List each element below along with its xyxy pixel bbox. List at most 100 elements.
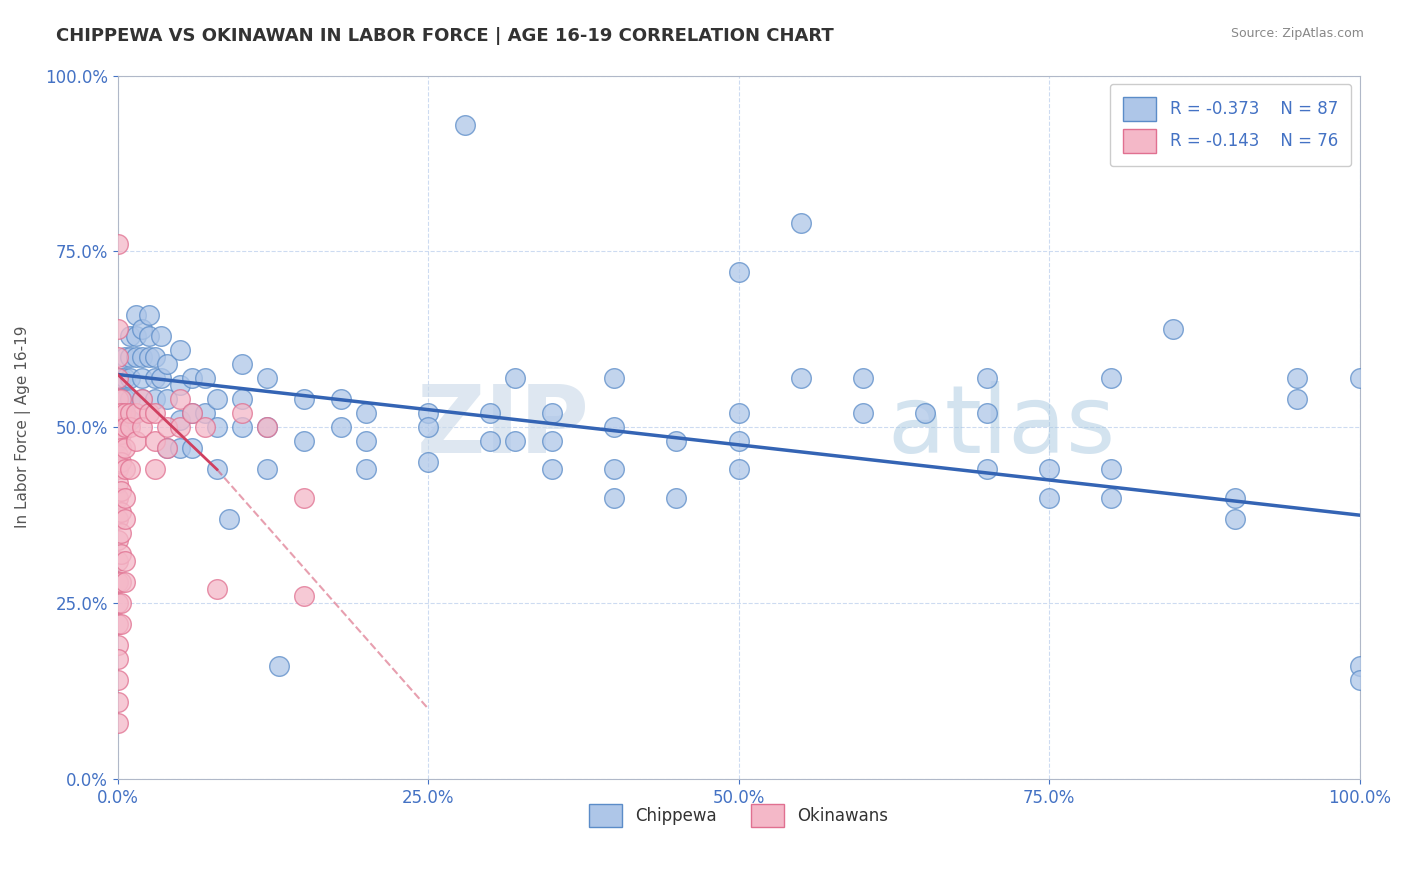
Point (107, 511, 129, 525)
Point (114, 392, 136, 406)
Point (205, 582, 228, 596)
Point (727, 462, 749, 476)
Point (603, 420, 626, 434)
Point (1286, 371, 1309, 385)
Point (107, 371, 129, 385)
Point (125, 308, 148, 322)
Point (118, 328, 141, 343)
Point (110, 427, 132, 442)
Point (118, 392, 141, 406)
Point (256, 420, 278, 434)
Point (107, 673, 129, 688)
Text: Source: ZipAtlas.com: Source: ZipAtlas.com (1230, 27, 1364, 40)
Point (131, 420, 153, 434)
Point (138, 406, 160, 420)
Point (789, 216, 811, 230)
Point (193, 420, 215, 434)
Point (231, 406, 253, 420)
Point (1099, 371, 1122, 385)
Y-axis label: In Labor Force | Age 16-19: In Labor Force | Age 16-19 (15, 326, 31, 528)
Point (330, 392, 353, 406)
Point (107, 420, 129, 434)
Point (479, 406, 502, 420)
Point (114, 406, 136, 420)
Point (603, 491, 626, 505)
Point (292, 392, 315, 406)
Point (110, 455, 132, 469)
Point (193, 406, 215, 420)
Point (231, 420, 253, 434)
Point (256, 420, 278, 434)
Point (110, 574, 132, 589)
Point (107, 322, 129, 336)
Point (107, 554, 129, 568)
Point (181, 406, 204, 420)
Point (169, 392, 191, 406)
Point (205, 420, 228, 434)
Point (1348, 659, 1371, 673)
Point (143, 350, 166, 364)
Point (193, 371, 215, 385)
Point (354, 434, 377, 449)
Point (256, 462, 278, 476)
Point (125, 434, 148, 449)
Point (181, 406, 204, 420)
Point (231, 392, 253, 406)
Text: ZIP: ZIP (416, 381, 589, 474)
Point (107, 462, 129, 476)
Point (118, 350, 141, 364)
Point (131, 392, 153, 406)
Point (976, 462, 998, 476)
Point (541, 434, 564, 449)
Point (110, 596, 132, 610)
Point (110, 392, 132, 406)
Point (541, 406, 564, 420)
Point (107, 491, 129, 505)
Point (114, 574, 136, 589)
Point (138, 350, 160, 364)
Point (114, 554, 136, 568)
Point (125, 328, 148, 343)
Point (150, 328, 173, 343)
Point (665, 491, 688, 505)
Point (118, 413, 141, 427)
Point (292, 491, 315, 505)
Point (107, 617, 129, 632)
Point (110, 505, 132, 519)
Point (1038, 491, 1060, 505)
Point (1348, 673, 1371, 688)
Point (292, 434, 315, 449)
Point (156, 442, 179, 456)
Point (231, 357, 253, 371)
Point (131, 371, 153, 385)
Point (503, 434, 526, 449)
Point (138, 308, 160, 322)
Point (110, 392, 132, 406)
Point (181, 442, 204, 456)
Point (107, 574, 129, 589)
Point (107, 596, 129, 610)
Point (110, 371, 132, 385)
Point (603, 371, 626, 385)
Text: atlas: atlas (887, 381, 1116, 474)
Point (118, 420, 141, 434)
Point (169, 442, 191, 456)
Point (169, 413, 191, 427)
Point (107, 434, 129, 449)
Point (541, 462, 564, 476)
Point (156, 442, 179, 456)
Point (110, 442, 132, 456)
Point (727, 434, 749, 449)
Point (107, 406, 129, 420)
Point (110, 420, 132, 434)
Point (110, 525, 132, 540)
Point (479, 434, 502, 449)
Point (114, 462, 136, 476)
Point (107, 476, 129, 491)
Point (131, 322, 153, 336)
Text: CHIPPEWA VS OKINAWAN IN LABOR FORCE | AGE 16-19 CORRELATION CHART: CHIPPEWA VS OKINAWAN IN LABOR FORCE | AG… (56, 27, 834, 45)
Point (205, 462, 228, 476)
Point (107, 237, 129, 252)
Point (218, 511, 240, 525)
Point (169, 420, 191, 434)
